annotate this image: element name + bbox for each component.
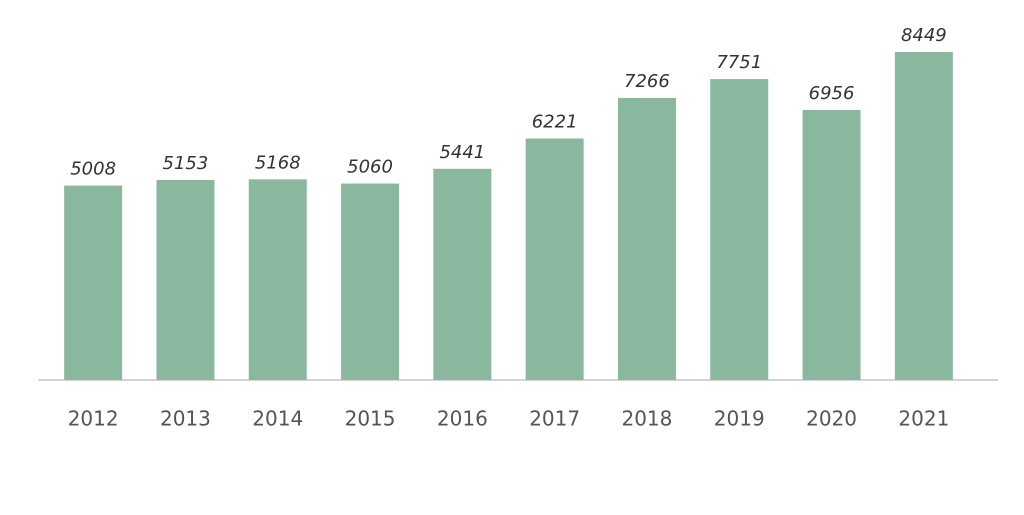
x-tick-label: 2021: [898, 407, 949, 431]
bar: [433, 168, 492, 380]
value-label: 8449: [901, 25, 947, 46]
bar: [710, 79, 769, 380]
x-tick-label: 2019: [714, 407, 765, 431]
bar: [341, 183, 400, 380]
x-tick-label: 2018: [621, 407, 672, 431]
x-tick-label: 2017: [529, 407, 580, 431]
x-tick-label: 2013: [160, 407, 211, 431]
value-label: 5168: [255, 152, 301, 173]
x-tick-label: 2020: [806, 407, 857, 431]
bar: [64, 185, 123, 380]
bar: [802, 109, 861, 380]
x-tick-label: 2014: [252, 407, 303, 431]
bar: [156, 179, 215, 380]
value-label: 5441: [439, 142, 485, 163]
value-label: 5153: [163, 153, 209, 174]
value-label: 5060: [347, 157, 393, 178]
bar: [617, 97, 676, 380]
x-tick-label: 2016: [437, 407, 488, 431]
bar: [248, 179, 307, 380]
x-tick-label: 2015: [345, 407, 396, 431]
value-label: 6956: [809, 83, 855, 104]
value-label: 6221: [532, 111, 578, 132]
x-tick-label: 2012: [68, 407, 119, 431]
bar: [525, 138, 584, 380]
value-label: 7266: [624, 71, 670, 92]
value-label: 7751: [716, 52, 762, 73]
bar: [894, 52, 953, 380]
value-label: 5008: [70, 159, 116, 180]
